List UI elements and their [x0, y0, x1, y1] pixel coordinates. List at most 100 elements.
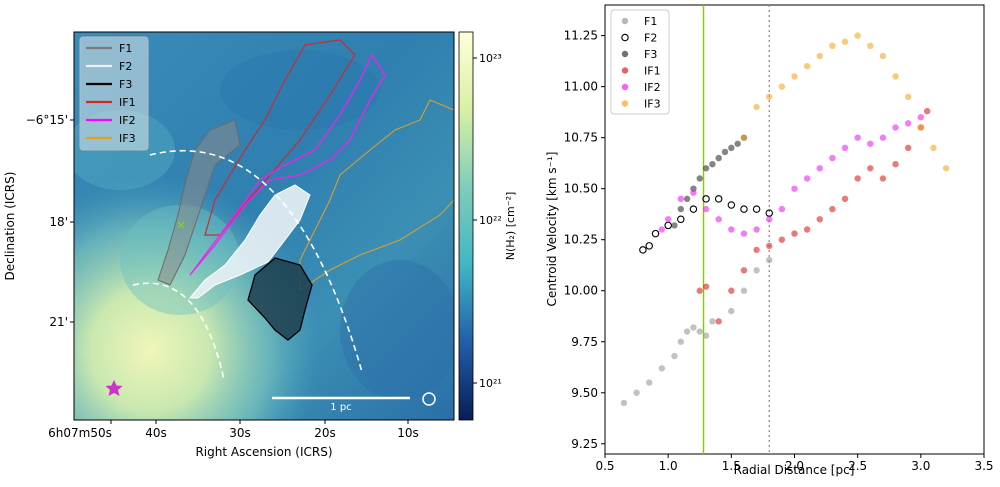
point-if2 — [658, 226, 666, 233]
point-if3 — [753, 103, 760, 111]
chart-xtick-label: 0.5 — [595, 459, 614, 473]
point-if1 — [702, 283, 710, 290]
point-if2 — [702, 205, 710, 213]
point-if3 — [867, 42, 874, 50]
chart-legend-item-f3: F3 — [621, 48, 657, 61]
point-f2 — [727, 201, 736, 209]
map-ylabel: Declination (ICRS) — [3, 172, 17, 281]
point-if3 — [791, 73, 798, 80]
map-legend-label: IF1 — [119, 96, 136, 109]
point-if2 — [816, 165, 823, 172]
point-if1 — [778, 236, 786, 243]
point-if3 — [829, 42, 836, 50]
point-if3 — [879, 52, 887, 60]
chart-ytick-label: 10.50 — [564, 182, 598, 196]
map-ytick-1: 18' — [49, 215, 68, 229]
map-legend-label: F3 — [119, 78, 132, 91]
series-if2 — [658, 114, 925, 237]
chart-ytick-label: 10.00 — [564, 284, 598, 298]
point-f3 — [709, 160, 716, 168]
map-xtick-0: 6h07m50s — [48, 426, 112, 440]
point-f2 — [639, 246, 647, 254]
point-if1 — [905, 144, 912, 152]
map-legend-item-f1: F1 — [86, 42, 132, 55]
point-f1 — [671, 352, 678, 360]
point-f2 — [752, 205, 761, 213]
chart-legend-marker — [621, 50, 629, 58]
map-legend-item-if2: IF2 — [86, 114, 136, 127]
point-f1 — [683, 328, 691, 335]
point-f1 — [690, 324, 697, 331]
point-if2 — [677, 195, 684, 203]
point-if1 — [753, 246, 760, 254]
point-if2 — [841, 144, 849, 152]
point-f2 — [714, 195, 723, 203]
colorbar-tick-0: 10²³ — [479, 52, 502, 65]
point-if1 — [829, 205, 836, 213]
colorbar-label: N(H₂) [cm⁻²] — [504, 192, 517, 261]
map-legend-label: IF2 — [119, 114, 136, 127]
chart-xtick-label: 2.0 — [785, 459, 804, 473]
point-f3 — [734, 140, 741, 147]
chart-legend-item-if1: IF1 — [621, 65, 661, 78]
chart-ytick-label: 11.25 — [564, 29, 598, 43]
map-legend-item-if3: IF3 — [86, 132, 136, 145]
point-if1 — [854, 175, 861, 182]
point-if3 — [841, 38, 849, 45]
map-x-axis: 6h07m50s 40s 30s 20s 10s Right Ascension… — [48, 420, 419, 459]
beam-circle — [422, 392, 436, 406]
chart-ytick-label: 9.50 — [571, 386, 598, 400]
point-if1 — [715, 318, 722, 325]
point-f3 — [721, 148, 729, 156]
point-f3 — [715, 154, 722, 162]
point-if2 — [690, 189, 697, 196]
point-f2 — [677, 215, 685, 224]
point-if3 — [766, 93, 773, 101]
f3-region — [247, 257, 313, 341]
dashed-arc-outer — [149, 150, 363, 373]
map-xtick-1: 40s — [145, 426, 167, 440]
chart-legend-item-if3: IF3 — [621, 98, 661, 111]
point-if2 — [753, 226, 760, 233]
point-if2 — [778, 205, 786, 213]
point-if2 — [854, 134, 861, 141]
point-if1 — [740, 267, 748, 274]
chart-ytick-label: 10.75 — [564, 131, 598, 145]
map-legend-label: IF3 — [119, 132, 136, 145]
point-if3 — [905, 93, 912, 101]
point-f1 — [766, 256, 773, 264]
series-if1 — [696, 107, 931, 325]
point-if2 — [715, 216, 722, 223]
map-legend-item-if1: IF1 — [86, 96, 136, 109]
chart-legend-label: F1 — [644, 15, 657, 28]
chart-legend-item-f2: F2 — [621, 32, 657, 45]
map-legend: F1 F2 F3 IF1 IF2 IF3 — [79, 36, 149, 151]
point-f1 — [696, 328, 703, 335]
point-if2 — [740, 230, 748, 237]
point-if2 — [766, 216, 773, 223]
chart-ylabel: Centroid Velocity [km s⁻¹] — [545, 152, 559, 307]
point-if1 — [728, 287, 735, 294]
point-f1 — [702, 332, 710, 339]
point-f1 — [646, 379, 653, 386]
chart-legend: F1 F2 F3 IF1 IF2 IF3 — [610, 9, 670, 115]
map-legend-item-f3: F3 — [86, 78, 132, 91]
star-marker — [105, 380, 123, 396]
series-if3 — [740, 32, 950, 172]
f2-region — [188, 184, 311, 299]
scale-bar-label: 1 pc — [330, 402, 351, 413]
map-legend-label: F1 — [119, 42, 132, 55]
point-if1 — [803, 226, 811, 233]
point-if3 — [942, 165, 950, 172]
point-if3 — [917, 124, 925, 131]
point-f1 — [753, 267, 760, 274]
colorbar-tick-1: 10²² — [479, 214, 502, 227]
point-if2 — [879, 134, 887, 141]
point-f3 — [677, 205, 684, 213]
chart-legend-item-f1: F1 — [621, 15, 657, 28]
column-density-map: 1 pc — [73, 31, 455, 421]
point-if1 — [696, 287, 703, 294]
series-f1 — [620, 256, 773, 407]
chart-legend-marker — [621, 67, 629, 74]
